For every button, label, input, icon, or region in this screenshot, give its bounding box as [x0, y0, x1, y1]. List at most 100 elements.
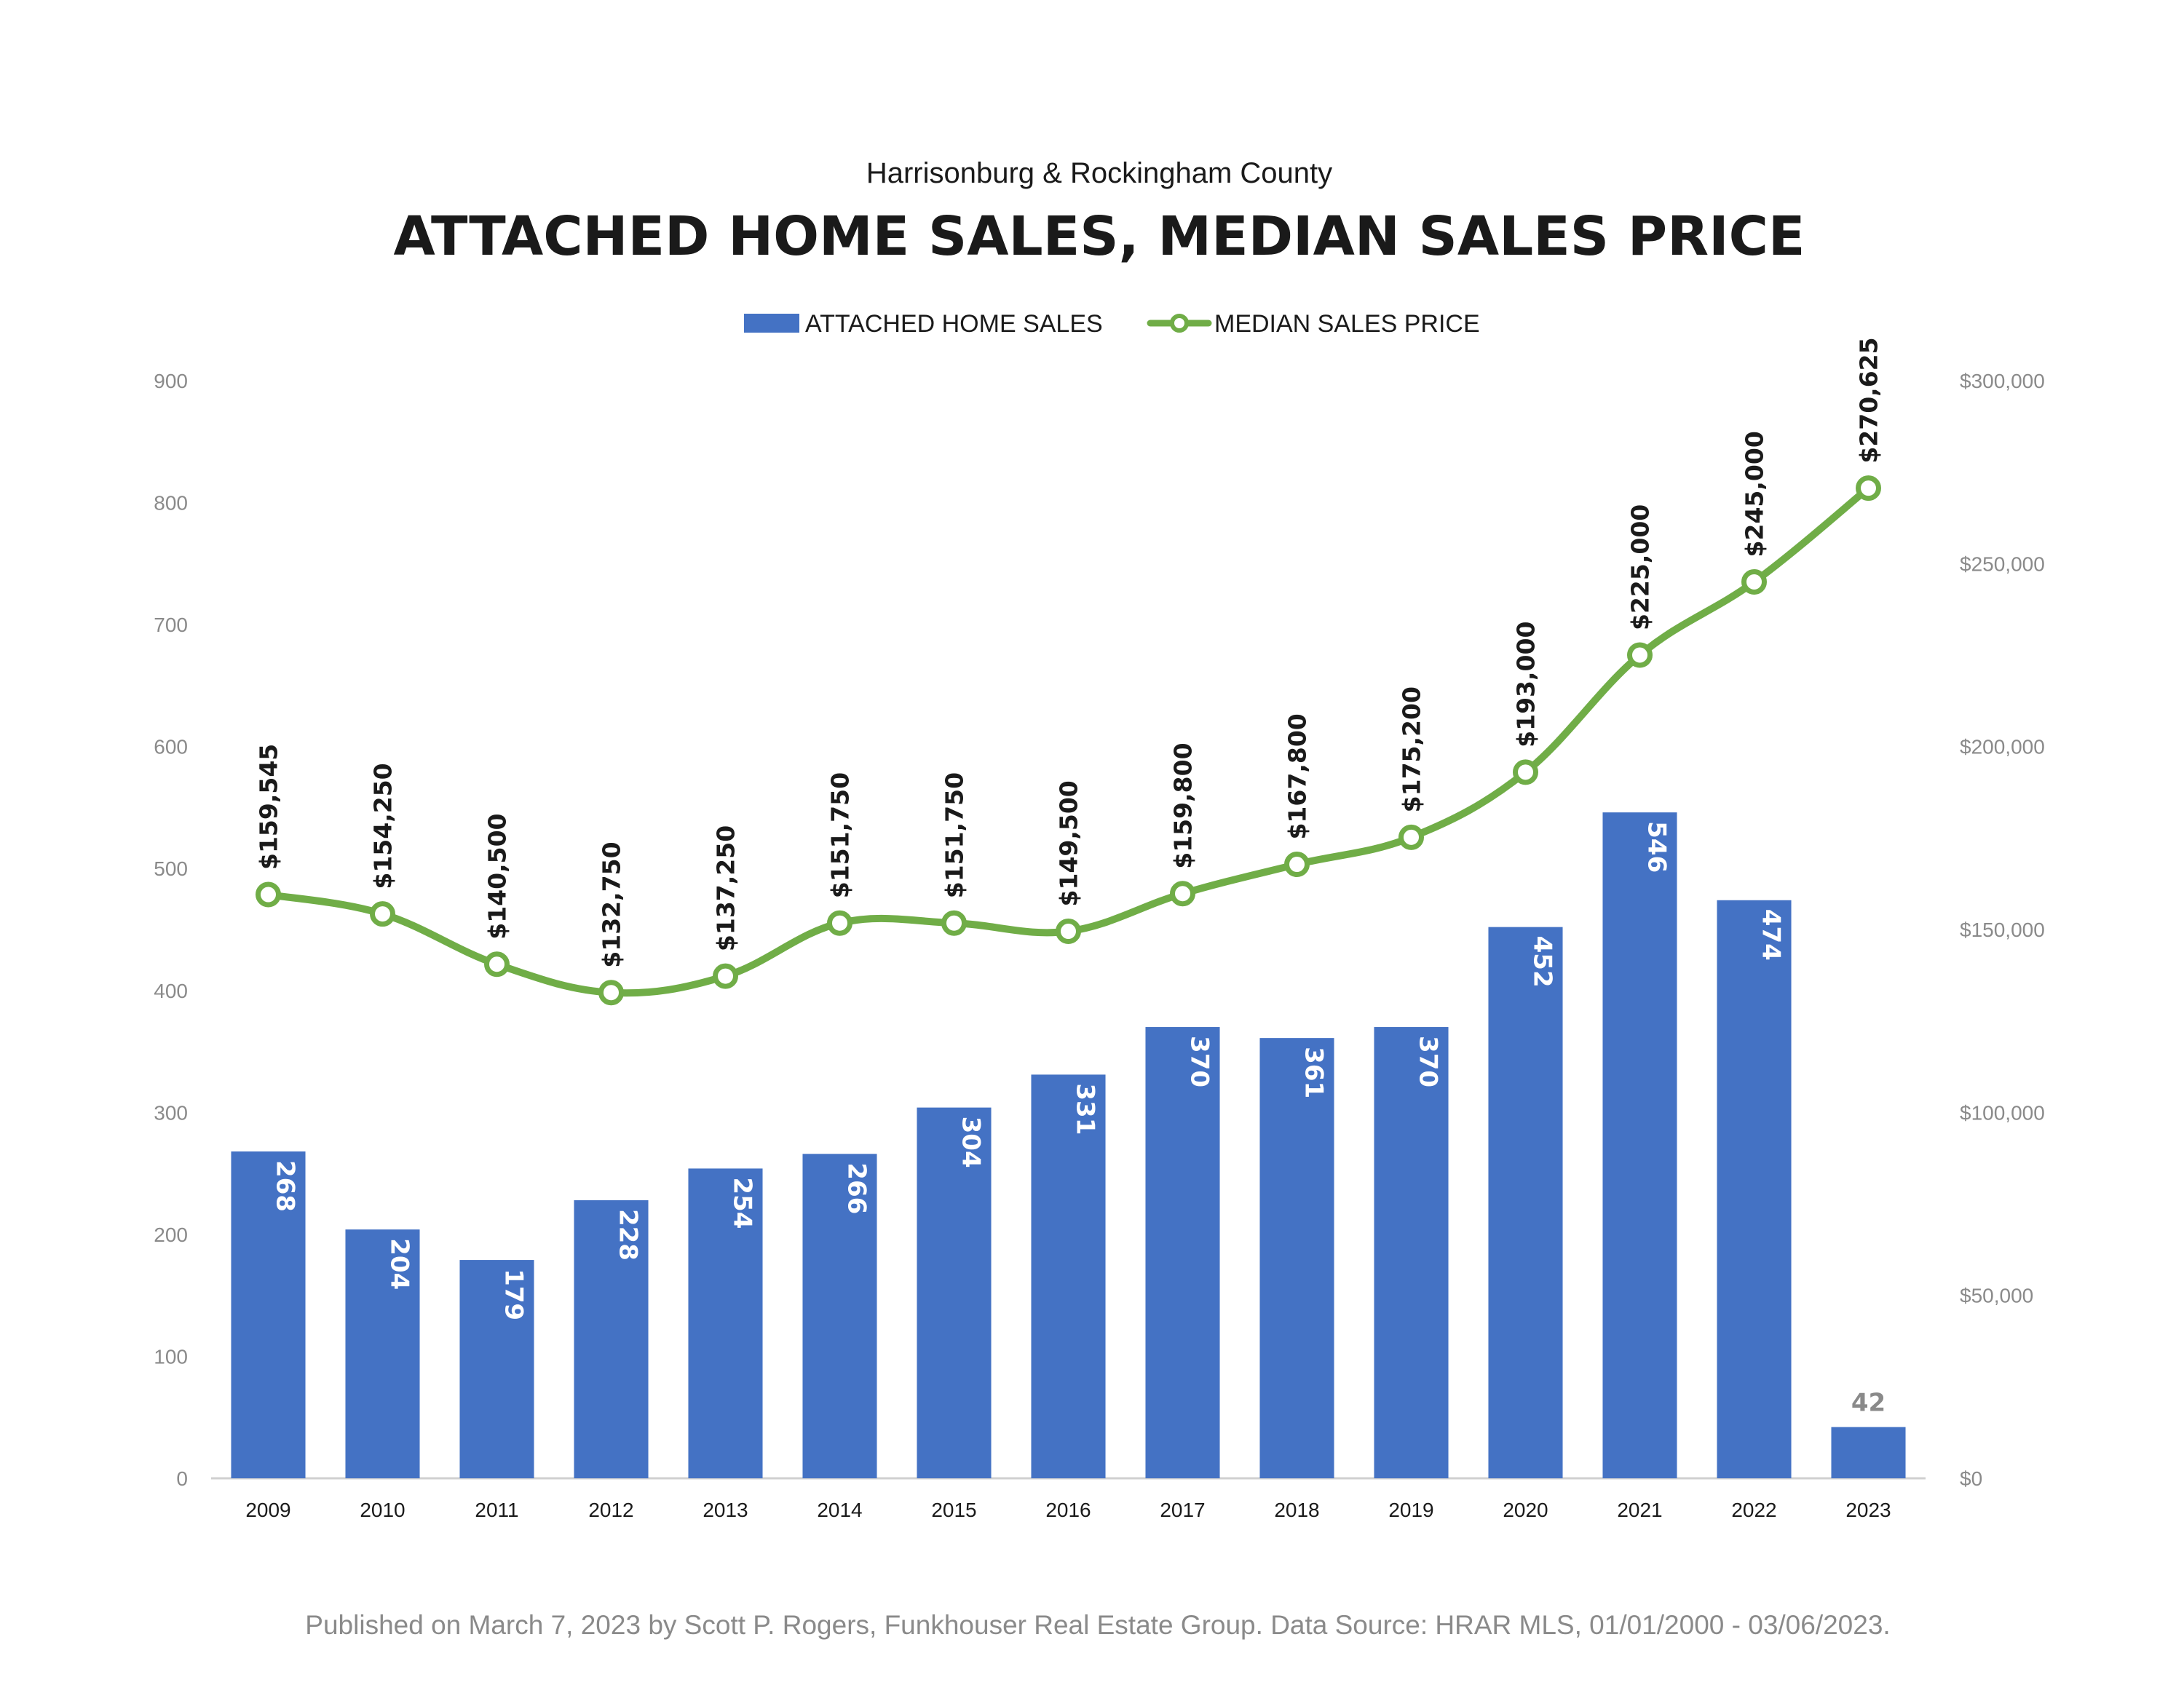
bar-data-label: 268 [271, 1160, 300, 1212]
left-axis-tick: 600 [154, 736, 188, 758]
x-axis-tick: 2010 [360, 1499, 405, 1521]
price-data-label: $140,500 [483, 813, 512, 939]
right-axis: $0 $50,000 $100,000 $150,000 $200,000 $250,00… [1960, 370, 2045, 1490]
price-data-label: $193,000 [1512, 622, 1540, 748]
price-point [1513, 759, 1538, 785]
bar [1031, 1074, 1106, 1478]
bar-series: 268 204 179 228 254 266 304 331 370 361 370 452 546 4… [231, 812, 1906, 1478]
price-data-label: $270,625 [1855, 337, 1883, 463]
price-data-label: $159,545 [255, 744, 283, 870]
price-data-label: $151,750 [941, 772, 969, 898]
bar-data-label: 361 [1299, 1047, 1329, 1098]
left-axis-tick: 200 [154, 1224, 188, 1246]
bar-data-label: 546 [1642, 821, 1671, 873]
x-axis-tick: 2018 [1274, 1499, 1319, 1521]
x-axis-tick: 2017 [1160, 1499, 1205, 1521]
right-axis-tick: $200,000 [1960, 736, 2045, 758]
bar [459, 1260, 534, 1478]
price-point [1056, 919, 1081, 945]
left-axis-tick: 0 [176, 1467, 188, 1490]
price-point [827, 910, 852, 936]
right-axis-tick: $50,000 [1960, 1285, 2033, 1307]
bar-data-label: 331 [1071, 1083, 1100, 1135]
price-data-label: $154,250 [369, 763, 397, 889]
bar-data-label: 179 [499, 1269, 529, 1320]
right-axis-tick: $300,000 [1960, 370, 2045, 392]
bar-data-label: 228 [614, 1209, 643, 1261]
bar-data-label: 266 [842, 1162, 871, 1214]
chart-title: ATTACHED HOME SALES, MEDIAN SALES PRICE [394, 205, 1805, 268]
legend-line-marker [1170, 314, 1189, 333]
bar-data-label: 474 [1757, 909, 1786, 961]
bar-data-label: 452 [1528, 936, 1557, 988]
x-axis-tick: 2009 [245, 1499, 290, 1521]
bar [1488, 927, 1563, 1478]
bar [574, 1200, 649, 1478]
price-data-label: $137,250 [712, 825, 740, 951]
price-point [1284, 852, 1310, 878]
legend-bar-swatch [744, 314, 799, 333]
bar-data-label: 304 [957, 1117, 986, 1168]
left-axis-tick: 800 [154, 492, 188, 515]
price-point [256, 881, 281, 908]
x-axis-tick: 2013 [703, 1499, 748, 1521]
left-axis-tick: 100 [154, 1345, 188, 1368]
right-axis-tick: $150,000 [1960, 919, 2045, 941]
bar [1145, 1027, 1220, 1478]
right-axis-tick: $100,000 [1960, 1101, 2045, 1124]
price-data-label: $245,000 [1741, 431, 1769, 557]
chart-footer: Published on March 7, 2023 by Scott P. R… [305, 1610, 1890, 1640]
bar [688, 1168, 763, 1478]
bar-data-label: 370 [1185, 1036, 1214, 1087]
legend: ATTACHED HOME SALES MEDIAN SALES PRICE [744, 310, 1480, 338]
bar [345, 1229, 420, 1478]
bar [231, 1151, 306, 1478]
price-data-label: $151,750 [826, 772, 855, 898]
price-series: $159,545 $154,250 $140,500 $132,750 $137,250… [255, 337, 1883, 1006]
price-data-label: $159,800 [1169, 742, 1198, 868]
price-point [484, 951, 510, 978]
price-point [1170, 881, 1195, 907]
x-axis-tick: 2023 [1845, 1499, 1891, 1521]
left-axis-tick: 400 [154, 980, 188, 1002]
bar-data-label: 204 [385, 1238, 414, 1290]
bar-data-label: 254 [728, 1177, 757, 1229]
price-point [1627, 642, 1653, 668]
bar-data-label: 370 [1414, 1036, 1443, 1087]
price-point [1856, 475, 1881, 501]
left-axis-tick: 500 [154, 857, 188, 880]
bar [802, 1154, 877, 1478]
bar [1717, 900, 1792, 1478]
left-axis-tick: 900 [154, 370, 188, 392]
price-data-label: $225,000 [1626, 504, 1655, 630]
price-data-label: $149,500 [1055, 780, 1083, 906]
x-axis-tick: 2020 [1503, 1499, 1548, 1521]
x-axis: 2009 2010 2011 2012 2013 2014 2015 2016 2017 2018… [245, 1499, 1891, 1521]
right-axis-tick: $0 [1960, 1467, 1982, 1490]
x-axis-tick: 2016 [1045, 1499, 1091, 1521]
price-point [370, 901, 395, 927]
left-axis: 0 100 200 300 400 500 600 700 800 900 [154, 370, 188, 1490]
x-axis-tick: 2015 [931, 1499, 976, 1521]
bar [1259, 1038, 1334, 1478]
x-axis-tick: 2022 [1731, 1499, 1776, 1521]
legend-bar-label: ATTACHED HOME SALES [805, 310, 1103, 338]
legend-line-label: MEDIAN SALES PRICE [1214, 310, 1480, 338]
chart-subtitle: Harrisonburg & Rockingham County [866, 157, 1332, 189]
left-axis-tick: 300 [154, 1101, 188, 1124]
bar [1602, 812, 1677, 1478]
x-axis-tick: 2014 [817, 1499, 862, 1521]
x-axis-tick: 2012 [588, 1499, 633, 1521]
right-axis-tick: $250,000 [1960, 552, 2045, 575]
price-data-label: $167,800 [1283, 713, 1312, 839]
x-axis-tick: 2011 [475, 1499, 518, 1521]
bar-data-label: 42 [1851, 1389, 1886, 1418]
price-point [1741, 568, 1767, 595]
x-axis-tick: 2019 [1388, 1499, 1433, 1521]
bar [1831, 1427, 1906, 1478]
price-point [713, 963, 738, 989]
price-point [941, 910, 967, 936]
bar [917, 1107, 992, 1478]
median-price-line [264, 484, 1872, 997]
